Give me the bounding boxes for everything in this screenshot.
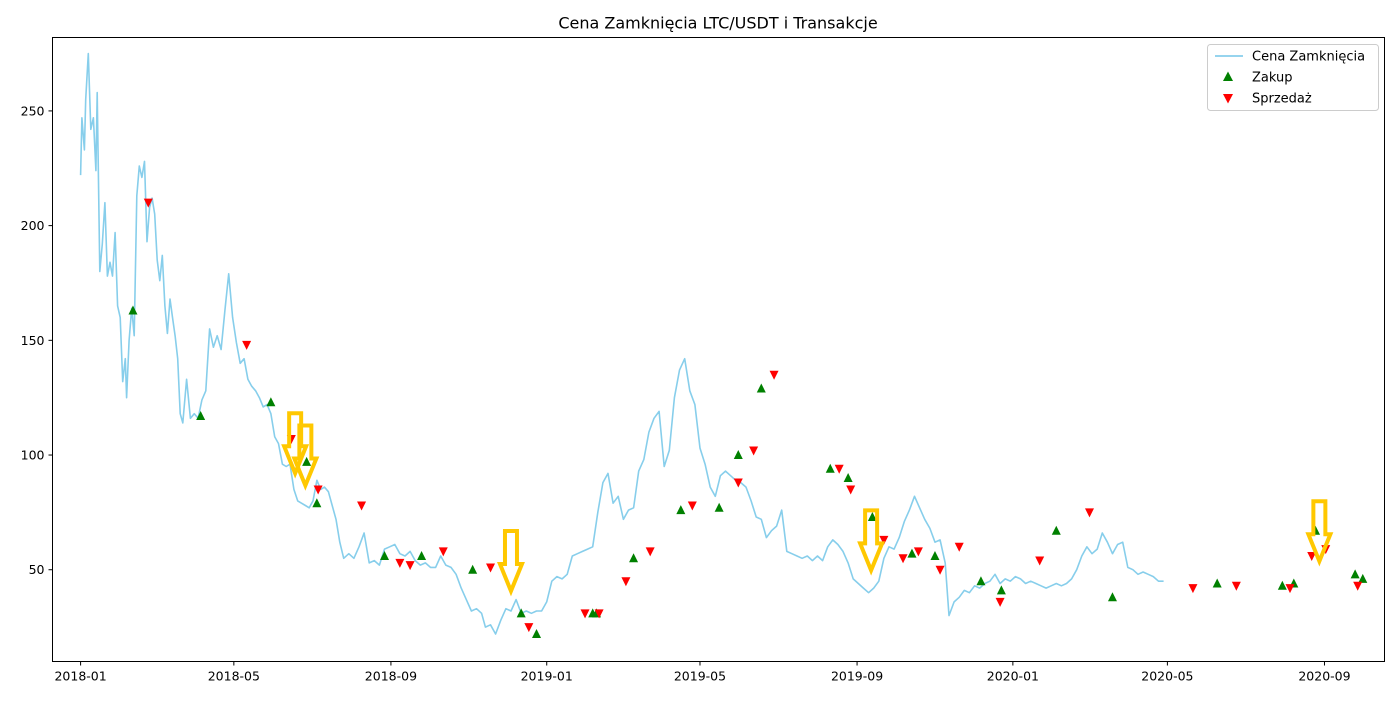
x-tick-label: 2020-05 [1141, 669, 1193, 684]
legend-sell-marker [1223, 94, 1233, 104]
sell-marker [834, 464, 844, 474]
sell-marker [594, 609, 604, 619]
buy-marker [714, 502, 724, 512]
sell-marker [913, 547, 923, 557]
buy-marker [676, 505, 686, 515]
buy-marker [733, 450, 743, 460]
sell-marker [1231, 581, 1241, 591]
legend-label-sell: Sprzedaż [1252, 92, 1312, 107]
buy-marker [907, 548, 917, 558]
buy-marker [532, 628, 542, 638]
buy-marker [417, 550, 427, 560]
sell-marker [242, 340, 252, 350]
sell-marker [898, 554, 908, 564]
sell-marker [524, 623, 534, 633]
x-tick-label: 2018-05 [208, 669, 260, 684]
buy-marker [629, 553, 639, 563]
y-tick-label: 250 [21, 103, 45, 118]
buy-marker [302, 456, 312, 466]
sell-marker [1035, 556, 1045, 566]
buy-marker [312, 498, 322, 508]
x-tick-label: 2019-09 [831, 669, 883, 684]
sell-marker [1307, 551, 1317, 561]
y-tick-label: 100 [21, 448, 45, 463]
buy-marker [976, 576, 986, 586]
x-tick-label: 2020-09 [1298, 669, 1350, 684]
buy-marker [996, 585, 1006, 595]
sell-marker [733, 478, 743, 488]
x-tick-label: 2019-01 [521, 669, 573, 684]
sell-marker [769, 370, 779, 380]
buy-marker [1277, 580, 1287, 590]
buy-marker [867, 511, 877, 521]
sell-marker [580, 609, 590, 619]
sell-marker [143, 198, 153, 208]
buy-marker [1350, 569, 1360, 579]
x-tick-label: 2020-01 [987, 669, 1039, 684]
buy-marker [843, 472, 853, 482]
plot-frame [52, 37, 1385, 662]
legend-box [1207, 44, 1379, 111]
buy-marker [825, 463, 835, 473]
legend-label-price: Cena Zamknięcia [1252, 50, 1365, 65]
y-tick-label: 150 [21, 333, 45, 348]
sell-marker [645, 547, 655, 557]
sell-marker [357, 501, 367, 511]
sell-marker [749, 446, 759, 456]
buy-marker [756, 383, 766, 393]
legend: Cena Zamknięcia Zakup Sprzedaż [1207, 44, 1379, 111]
sell-marker [395, 558, 405, 568]
annotation-arrow [857, 508, 886, 576]
sell-marker [1188, 584, 1198, 594]
buy-marker [128, 305, 138, 315]
sell-marker [687, 501, 697, 511]
price-line [79, 52, 1164, 635]
sell-marker [879, 535, 889, 545]
y-tick-label: 50 [29, 562, 45, 577]
annotation-arrow [1305, 499, 1334, 567]
buy-marker [468, 564, 478, 574]
buy-marker [196, 411, 206, 421]
legend-buy-marker [1223, 71, 1233, 81]
sell-marker [1084, 508, 1094, 518]
buy-marker [266, 397, 276, 407]
sell-marker [954, 542, 964, 552]
sell-marker [1353, 581, 1363, 591]
sell-marker [995, 597, 1005, 607]
sell-marker [621, 577, 631, 587]
sell-marker [313, 485, 323, 495]
buy-marker [516, 608, 526, 618]
x-tick-label: 2018-01 [54, 669, 106, 684]
sell-marker [486, 563, 496, 573]
buy-marker [1107, 592, 1117, 602]
x-tick-label: 2018-09 [365, 669, 417, 684]
y-tick-label: 200 [21, 218, 45, 233]
buy-marker [1051, 525, 1061, 535]
chart-title: Cena Zamknięcia LTC/USDT i Transakcje [558, 14, 877, 33]
sell-marker [935, 565, 945, 575]
sell-marker [405, 561, 415, 571]
legend-label-buy: Zakup [1252, 71, 1293, 86]
buy-marker [930, 550, 940, 560]
sell-marker [438, 547, 448, 557]
annotation-arrow [291, 423, 320, 491]
sell-marker [846, 485, 856, 495]
sell-marker [1285, 584, 1295, 594]
buy-marker [1358, 573, 1368, 583]
x-tick-label: 2019-05 [674, 669, 726, 684]
buy-marker [1212, 578, 1222, 588]
buy-marker [380, 550, 390, 560]
annotation-arrow [496, 529, 525, 597]
